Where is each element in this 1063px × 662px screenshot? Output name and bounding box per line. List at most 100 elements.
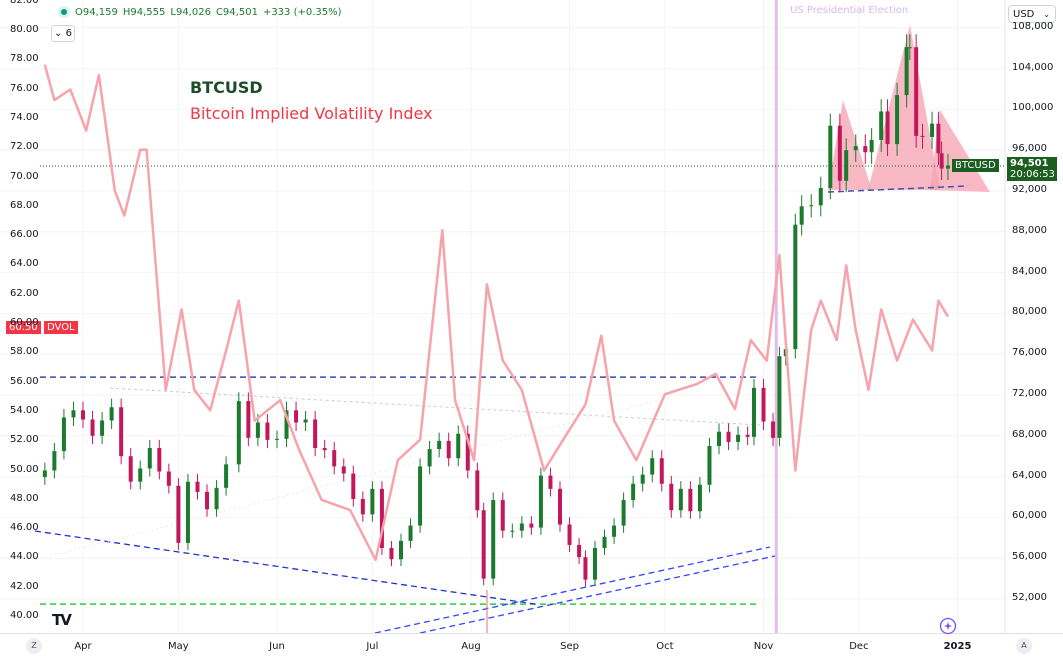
election-marker (774, 0, 778, 633)
downtrend-line (34, 530, 536, 605)
candle-body (688, 488, 693, 512)
ohlc-readout: O94,159 H94,555 L94,026 C94,501 +333 (+0… (58, 6, 342, 18)
time-axis-label: Jun (269, 641, 285, 652)
candle-body (669, 483, 674, 511)
price-axis-label: 64,000 (1012, 469, 1047, 481)
candle-body (577, 544, 582, 558)
candle-body (303, 419, 308, 423)
dvol-axis-label: 70.00 (10, 170, 39, 182)
price-axis-label: 88,000 (1012, 224, 1047, 236)
candle-body (869, 140, 874, 153)
candle-body (236, 401, 241, 465)
candle-body (119, 407, 124, 457)
candle-body (777, 356, 782, 438)
candle-body (500, 500, 505, 531)
candle-body (128, 456, 133, 482)
candle-body (332, 450, 337, 467)
price-axis-label: 104,000 (1012, 61, 1054, 73)
candle-body (612, 525, 617, 537)
price-axis-label: 72,000 (1012, 388, 1047, 399)
price-axis-label: 84,000 (1012, 265, 1047, 277)
candle-body (274, 438, 279, 440)
indicator-count: 6 (65, 28, 72, 39)
candle-body (214, 487, 219, 510)
candle-body (147, 448, 152, 469)
candle-body (751, 387, 756, 437)
time-axis[interactable] (0, 633, 1063, 662)
dvol-axis-label: 56.00 (10, 375, 39, 387)
candle-body (519, 523, 524, 531)
head (868, 25, 940, 190)
currency-value: USD (1013, 9, 1035, 20)
candle-body (707, 446, 712, 485)
indicators-collapse-button[interactable]: ⌄ 6 (51, 25, 75, 42)
price-axis-label: 56,000 (1012, 551, 1047, 563)
candle-body (138, 468, 143, 482)
candle-body (52, 451, 57, 471)
candle-body (456, 433, 461, 459)
candle-body (895, 95, 900, 145)
candle-body (914, 47, 919, 136)
candle-body (185, 481, 190, 543)
price-axis-label: 96,000 (1012, 143, 1047, 155)
candle-body (828, 125, 833, 188)
uptrend-line (419, 555, 776, 634)
candle-body (659, 458, 664, 484)
candle-body (399, 540, 403, 560)
dvol-axis-label: 66.00 (10, 229, 39, 241)
candle-body (224, 464, 229, 488)
dvol-axis-label: 82.00 (10, 0, 39, 6)
candle-body (475, 470, 480, 511)
dvol-axis-label: 46.00 (10, 522, 39, 534)
candle-body (255, 422, 260, 438)
dvol-axis-label: 80.00 (10, 24, 39, 35)
chevron-down-icon: ⌄ (54, 28, 63, 39)
dvol-axis-label: 62.00 (10, 287, 39, 299)
price-axis-label: 108,000 (1012, 20, 1054, 32)
currency-select[interactable]: USD ⌄ (1008, 5, 1056, 23)
dvol-axis-label: 48.00 (10, 492, 39, 504)
candle-body (809, 205, 814, 207)
dvol-axis-label: 72.00 (10, 141, 39, 153)
high-value: H94,555 (122, 6, 166, 18)
candle-body (510, 530, 515, 532)
candle-body (71, 410, 76, 418)
candle-body (437, 440, 442, 450)
candle-body (446, 440, 451, 459)
candle-body (863, 146, 868, 153)
candle-body (745, 434, 750, 437)
candle-body (491, 500, 496, 579)
candle-body (904, 47, 909, 96)
candle-body (246, 401, 251, 438)
candle-body (418, 466, 423, 526)
candle-body (379, 488, 384, 548)
btc-candles (42, 34, 950, 587)
auto-scale-button[interactable]: A (1016, 638, 1032, 654)
candle-body (389, 548, 394, 560)
dvol-name-tag: DVOL (44, 321, 78, 334)
candle-body (621, 500, 626, 526)
left-scale-button[interactable]: Z (26, 638, 42, 654)
add-alert-icon[interactable] (939, 617, 957, 635)
legend-indicator: Bitcoin Implied Volatility Index (190, 104, 433, 123)
candle-body (736, 434, 741, 442)
candle-body (351, 473, 356, 500)
candle-body (818, 187, 823, 206)
symbol-tag: BTCUSD (952, 159, 999, 172)
dvol-axis-label: 52.00 (10, 434, 39, 446)
candle-body (697, 484, 702, 512)
candle-body (650, 458, 655, 475)
candle-body (939, 153, 944, 169)
market-status-icon (58, 6, 70, 18)
price-axis-label: 68,000 (1012, 428, 1047, 440)
dvol-axis-label: 54.00 (10, 404, 39, 416)
candle-body (761, 387, 766, 422)
candle-body (313, 419, 318, 449)
candle-body (548, 475, 553, 489)
time-axis-label: Nov (753, 641, 774, 652)
candle-body (370, 488, 375, 515)
dvol-series (43, 64, 950, 562)
dvol-axis-label: 44.00 (10, 551, 39, 563)
dvol-axis-label: 42.00 (10, 580, 39, 592)
